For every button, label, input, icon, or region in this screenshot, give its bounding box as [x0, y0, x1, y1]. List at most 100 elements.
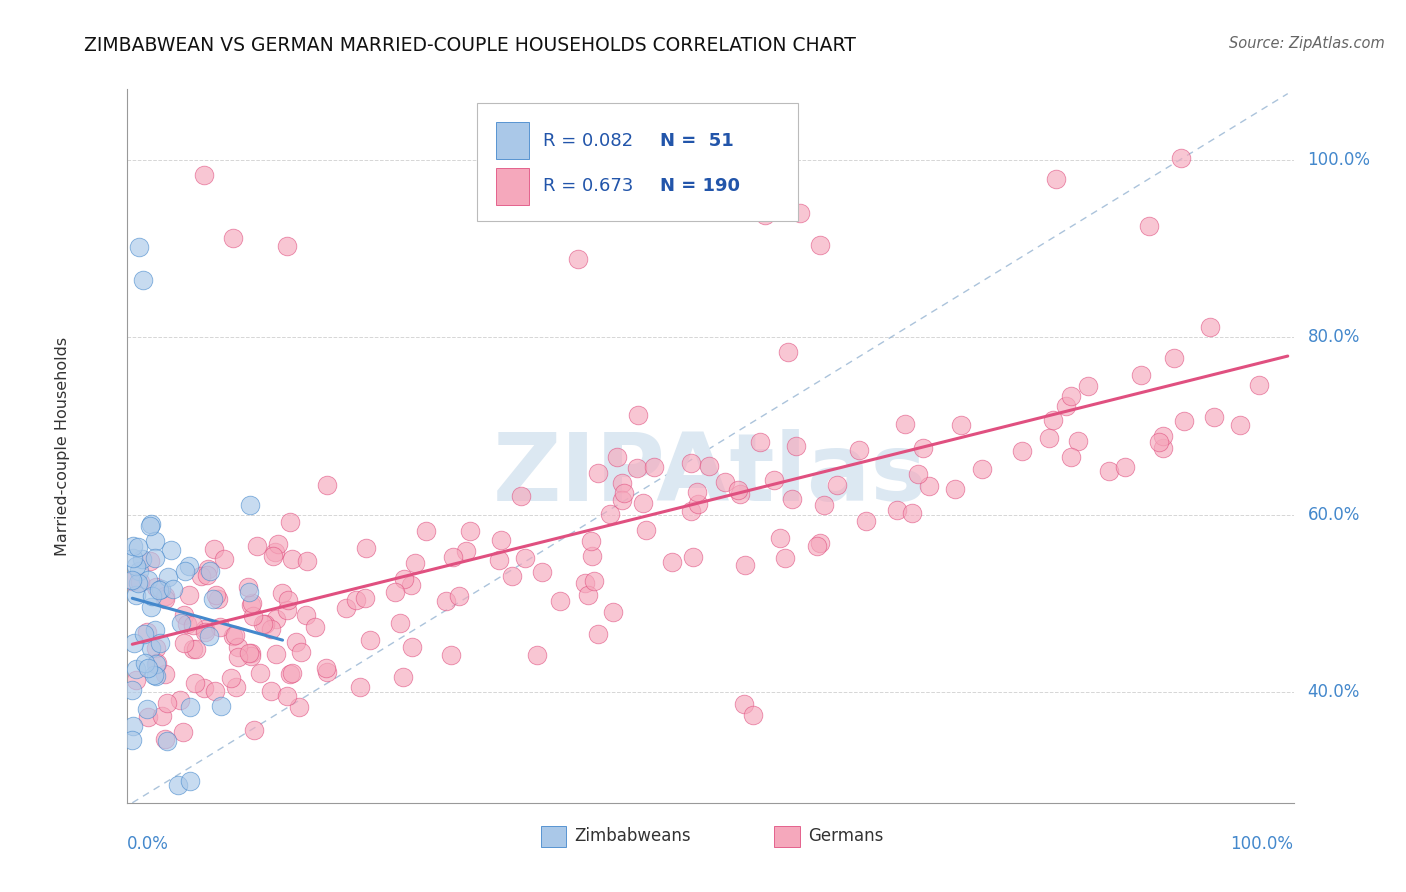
Point: [733, 697, 755, 711]
Point: [394, 572, 416, 586]
Point: [145, 640, 167, 655]
Point: [763, 473, 786, 487]
Point: [121, 574, 143, 588]
Point: [238, 646, 260, 660]
Point: [1229, 417, 1251, 432]
Point: [634, 523, 657, 537]
Point: [136, 573, 159, 587]
Point: [138, 710, 160, 724]
Point: [197, 562, 219, 576]
Point: [278, 515, 301, 529]
Point: [602, 605, 624, 619]
Text: R = 0.082: R = 0.082: [543, 132, 633, 150]
Point: [153, 589, 176, 603]
Point: [686, 497, 709, 511]
Point: [132, 273, 155, 287]
Point: [205, 588, 228, 602]
Text: 0.0%: 0.0%: [127, 835, 169, 853]
Point: [401, 640, 423, 654]
Point: [586, 626, 609, 640]
Point: [125, 662, 148, 676]
Point: [121, 550, 143, 565]
Point: [1066, 434, 1088, 449]
Point: [458, 524, 481, 538]
Point: [239, 646, 262, 660]
Point: [810, 238, 832, 252]
Point: [174, 564, 197, 578]
Point: [911, 441, 934, 455]
Point: [780, 491, 803, 506]
Point: [219, 671, 242, 685]
Text: Zimbabweans: Zimbabweans: [575, 828, 692, 846]
Point: [335, 601, 357, 615]
Point: [125, 673, 148, 688]
Point: [143, 667, 166, 681]
Point: [141, 590, 163, 604]
Text: 40.0%: 40.0%: [1308, 683, 1360, 701]
Point: [202, 541, 225, 556]
Point: [156, 569, 179, 583]
FancyBboxPatch shape: [496, 168, 529, 205]
Point: [238, 584, 260, 599]
Point: [359, 633, 381, 648]
Point: [132, 626, 155, 640]
Point: [900, 506, 922, 520]
Point: [1045, 171, 1067, 186]
Point: [526, 648, 548, 662]
Point: [136, 624, 159, 639]
Point: [1163, 351, 1185, 365]
Point: [128, 564, 150, 578]
Point: [1060, 450, 1083, 464]
Point: [599, 507, 621, 521]
Point: [612, 492, 634, 507]
Point: [136, 661, 159, 675]
Point: [918, 479, 941, 493]
Point: [894, 417, 917, 431]
Point: [264, 545, 287, 559]
Point: [1173, 414, 1195, 428]
Point: [139, 599, 162, 614]
Point: [447, 589, 470, 603]
Point: [243, 723, 266, 737]
Point: [578, 588, 600, 602]
Point: [1247, 377, 1270, 392]
Point: [145, 580, 167, 594]
Point: [153, 592, 176, 607]
Point: [222, 629, 245, 643]
FancyBboxPatch shape: [477, 103, 797, 221]
Point: [581, 549, 603, 564]
Point: [146, 656, 169, 670]
Point: [260, 684, 283, 698]
Point: [1054, 399, 1077, 413]
Point: [121, 719, 143, 733]
Point: [226, 640, 249, 655]
Point: [813, 498, 835, 512]
Point: [173, 636, 195, 650]
Point: [194, 622, 217, 636]
Point: [153, 666, 176, 681]
Point: [150, 709, 173, 723]
Point: [172, 725, 194, 739]
Text: ZIPAtlas: ZIPAtlas: [492, 428, 928, 521]
Point: [806, 539, 828, 553]
Point: [145, 657, 167, 671]
Text: N =  51: N = 51: [659, 132, 734, 150]
Point: [143, 551, 166, 566]
Point: [183, 676, 205, 690]
Point: [389, 616, 412, 631]
Point: [143, 623, 166, 637]
Point: [285, 634, 308, 648]
Point: [1098, 464, 1121, 478]
Point: [145, 669, 167, 683]
Point: [728, 487, 751, 501]
Point: [176, 617, 198, 632]
Point: [970, 462, 993, 476]
Point: [682, 549, 704, 564]
Point: [697, 459, 720, 474]
Point: [612, 475, 634, 490]
FancyBboxPatch shape: [496, 122, 529, 159]
Point: [643, 459, 665, 474]
Point: [789, 205, 811, 219]
Point: [197, 629, 219, 643]
Point: [193, 681, 215, 695]
